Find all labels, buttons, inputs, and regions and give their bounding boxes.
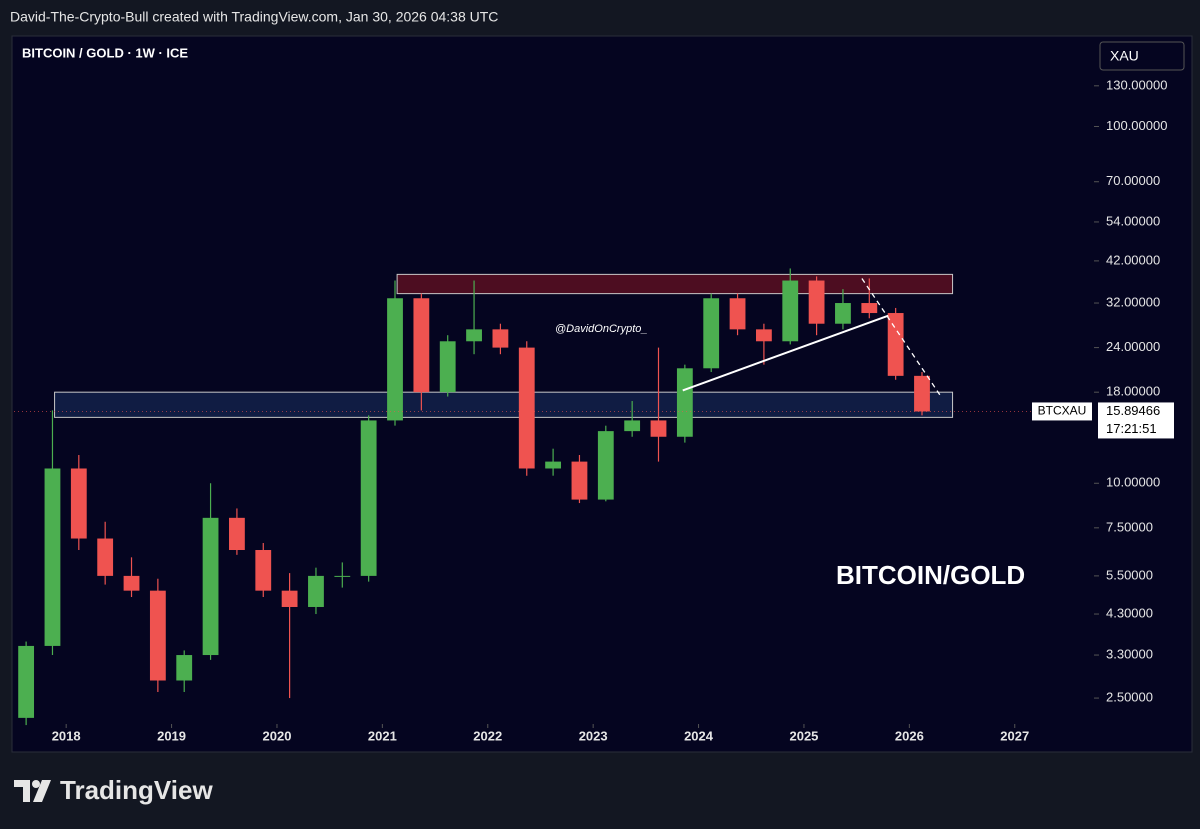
candle-body: [149, 590, 166, 681]
candle-body: [914, 375, 930, 412]
candle-body: [466, 329, 482, 342]
last-price-label: 15.89466: [1106, 403, 1160, 418]
y-tick-label: 130.00000: [1106, 77, 1167, 92]
y-tick-label: 2.50000: [1106, 690, 1153, 705]
x-tick-label: 2026: [895, 728, 924, 743]
candle-body: [650, 420, 667, 437]
candle-body: [97, 538, 114, 576]
candle-body: [413, 298, 430, 393]
y-tick-label: 42.00000: [1106, 252, 1160, 267]
candle-body: [387, 298, 403, 421]
y-tick-label: 7.50000: [1106, 519, 1153, 534]
candle-body: [861, 303, 878, 314]
candle-body: [545, 461, 562, 469]
trend-line: [861, 278, 942, 397]
y-tick-label: 4.30000: [1106, 605, 1153, 620]
y-tick-label: 100.00000: [1106, 118, 1167, 133]
currency-label: XAU: [1110, 48, 1139, 64]
last-symbol-box: [1032, 402, 1092, 421]
x-tick-label: 2022: [473, 728, 502, 743]
candle-body: [229, 517, 245, 551]
plot-area: 130.00000 100.00000 70.00000 54.00000 42.000…: [14, 77, 1174, 743]
candle-body: [676, 368, 693, 437]
candle-body: [202, 517, 219, 656]
x-tick-label: 2023: [579, 728, 608, 743]
candle-body: [887, 313, 904, 376]
last-symbol: BTCXAU: [1038, 404, 1087, 418]
y-tick-label: 3.30000: [1106, 646, 1153, 661]
candle-body: [70, 468, 87, 539]
candle-body: [729, 298, 746, 330]
y-tick-label: 10.00000: [1106, 475, 1160, 490]
watermark-annotation: @DavidOnCrypto_: [555, 323, 647, 335]
y-tick-label: 24.00000: [1106, 339, 1160, 354]
last-price-box: [1098, 402, 1174, 439]
candle-body: [308, 575, 324, 607]
chart-annotation: BITCOIN/GOLD: [836, 560, 1025, 590]
candle-body: [281, 590, 298, 607]
candle-body: [492, 329, 509, 348]
countdown-label: 17:21:51: [1106, 421, 1157, 436]
candle-body: [597, 431, 614, 500]
candle-body: [624, 420, 641, 432]
candle-body: [808, 280, 825, 324]
price-zone: [54, 391, 954, 418]
candle-body: [571, 461, 588, 500]
x-tick-label: 2021: [368, 728, 397, 743]
candle-body: [703, 298, 720, 369]
y-tick-label: 5.50000: [1106, 567, 1153, 582]
candle-body: [176, 655, 193, 681]
candle-body: [439, 341, 456, 393]
chart-title: BITCOIN / GOLD · 1W · ICE: [22, 45, 188, 60]
candle-body: [518, 347, 535, 469]
brand-logo: [14, 780, 51, 802]
y-tick-label: 18.00000: [1106, 384, 1160, 399]
candle-body: [360, 420, 377, 576]
y-tick-label: 70.00000: [1106, 173, 1160, 188]
candle-body: [123, 575, 140, 591]
candle-body: [18, 645, 35, 718]
brand-name: TradingView: [60, 775, 213, 805]
x-tick-label: 2020: [263, 728, 292, 743]
y-tick-label: 32.00000: [1106, 294, 1160, 309]
x-tick-label: 2024: [684, 728, 714, 743]
trend-line: [682, 314, 889, 392]
candle-body: [255, 550, 272, 591]
candle-body: [782, 280, 799, 342]
header-text: David-The-Crypto-Bull created with Tradi…: [10, 9, 498, 25]
x-tick-label: 2019: [157, 728, 186, 743]
candle-body: [44, 468, 61, 646]
x-tick-label: 2025: [789, 728, 818, 743]
x-tick-label: 2027: [1000, 728, 1029, 743]
candle-body: [755, 329, 772, 342]
x-tick-label: 2018: [52, 728, 81, 743]
currency-box: [1099, 41, 1185, 71]
y-tick-label: 54.00000: [1106, 213, 1160, 228]
candle-body: [835, 303, 851, 324]
candle-body: [334, 575, 351, 577]
